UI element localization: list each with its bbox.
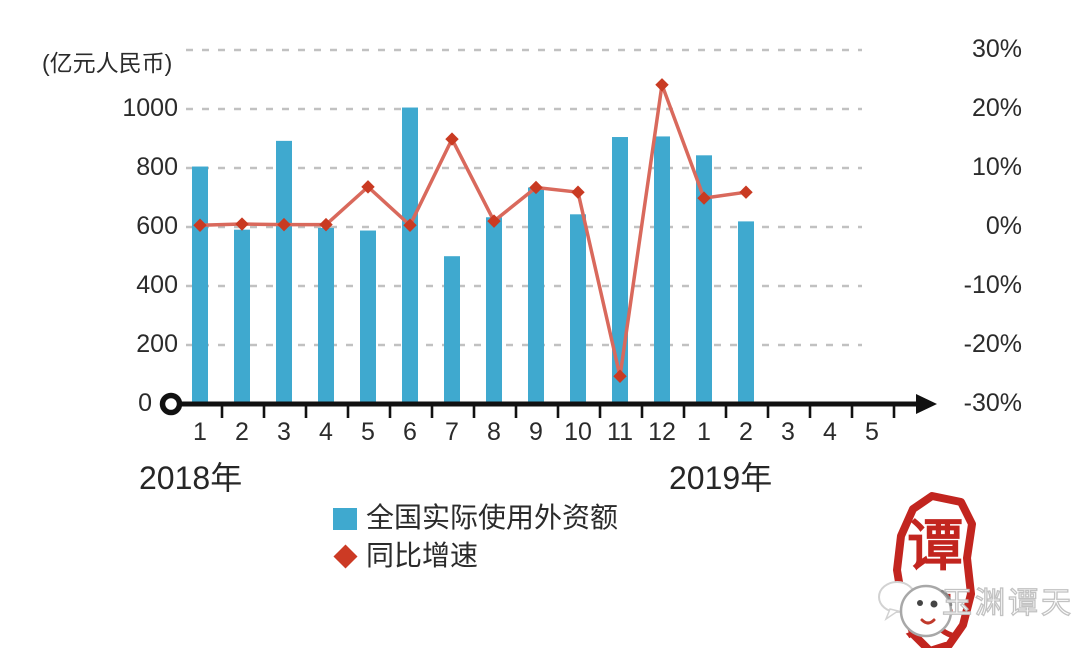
bar-2018-03 bbox=[276, 140, 292, 405]
left-axis-tick-600: 600 bbox=[136, 212, 178, 240]
bar-2018-08 bbox=[486, 217, 502, 404]
bar-2018-12 bbox=[654, 136, 670, 404]
growth-line bbox=[198, 83, 748, 379]
legend: 全国实际使用外资额 同比增速 bbox=[333, 502, 653, 581]
bar-2018-02 bbox=[234, 229, 250, 404]
right-axis-tick-0%: 0% bbox=[985, 212, 1022, 240]
bar-2019-02 bbox=[738, 221, 754, 404]
bar-2018-10 bbox=[570, 214, 586, 404]
origin-ring-icon bbox=[159, 392, 183, 416]
month-label-2019-5: 5 bbox=[865, 418, 879, 446]
legend-item-line-series: 同比增速 bbox=[333, 540, 653, 581]
month-label-2019-3: 3 bbox=[781, 418, 795, 446]
month-label-2018-8: 8 bbox=[487, 418, 501, 446]
right-axis-tick--10%: -10% bbox=[963, 271, 1022, 299]
seal-character-top: 谭 bbox=[907, 514, 963, 577]
right-axis-labels: 30% 20% 10% 0% -10% -20% -30% bbox=[930, 0, 1022, 648]
year-label-2019: 2019年 bbox=[669, 460, 773, 496]
bar-series-swatch-icon bbox=[333, 508, 357, 530]
line-series-swatch-icon bbox=[333, 544, 358, 569]
left-axis-tick-800: 800 bbox=[136, 153, 178, 181]
right-axis-tick-30%: 30% bbox=[971, 35, 1022, 63]
month-label-2018-11: 11 bbox=[607, 418, 633, 446]
left-axis-tick-0: 0 bbox=[138, 389, 152, 417]
month-label-2018-3: 3 bbox=[277, 418, 291, 446]
left-axis-unit-label: (亿元人民币) bbox=[42, 50, 173, 76]
bar-2018-09 bbox=[528, 187, 544, 404]
bar-2018-07 bbox=[444, 256, 460, 404]
month-label-2019-4: 4 bbox=[823, 418, 837, 446]
mascot-panda-icon bbox=[878, 581, 953, 638]
left-axis-tick-200: 200 bbox=[136, 330, 178, 358]
bar-2019-01 bbox=[696, 155, 712, 404]
month-label-2019-1: 1 bbox=[697, 418, 711, 446]
month-label-2018-5: 5 bbox=[361, 418, 375, 446]
month-label-2018-4: 4 bbox=[319, 418, 333, 446]
watermark-text: 玉渊谭天 bbox=[941, 586, 1074, 620]
right-axis-tick--30%: -30% bbox=[963, 389, 1022, 417]
growth-marker-2018-11 bbox=[613, 369, 627, 383]
month-label-2019-2: 2 bbox=[739, 418, 753, 446]
month-label-2018-1: 1 bbox=[193, 418, 207, 446]
left-axis-tick-400: 400 bbox=[136, 271, 178, 299]
month-label-2018-10: 10 bbox=[564, 418, 592, 446]
month-label-2018-2: 2 bbox=[235, 418, 249, 446]
left-axis-tick-1000: 1000 bbox=[122, 94, 178, 122]
right-axis-tick-20%: 20% bbox=[971, 94, 1022, 122]
month-label-2018-7: 7 bbox=[445, 418, 459, 446]
bar-2018-06 bbox=[402, 107, 418, 405]
x-axis-arrow-icon bbox=[916, 394, 937, 414]
legend-label-line-series: 同比增速 bbox=[366, 540, 479, 571]
month-label-2018-6: 6 bbox=[403, 418, 417, 446]
bar-2018-05 bbox=[360, 230, 376, 404]
year-label-2018: 2018年 bbox=[139, 460, 243, 496]
bar-2018-04 bbox=[318, 227, 334, 404]
legend-label-bar-series: 全国实际使用外资额 bbox=[366, 502, 619, 533]
month-label-2018-12: 12 bbox=[648, 418, 676, 446]
right-axis-tick--20%: -20% bbox=[963, 330, 1022, 358]
month-label-2018-9: 9 bbox=[529, 418, 543, 446]
left-axis-labels: 1000 800 600 400 200 0 bbox=[0, 0, 178, 648]
right-axis-tick-10%: 10% bbox=[971, 153, 1022, 181]
legend-item-bar-series: 全国实际使用外资额 bbox=[333, 502, 653, 543]
